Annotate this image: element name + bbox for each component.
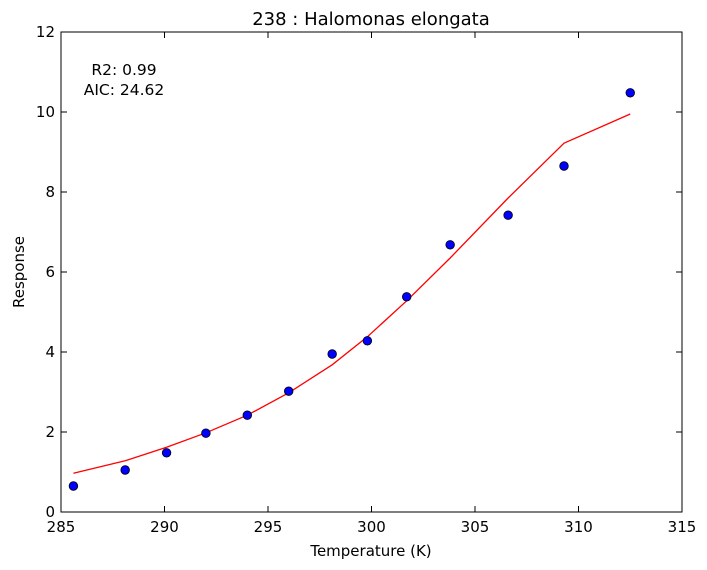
y-tick-label: 2 [45,423,55,441]
y-tick-label: 12 [36,23,55,41]
data-point [201,428,211,438]
data-point [559,161,569,171]
y-tick-label: 10 [36,103,55,121]
y-tick-label: 4 [45,343,55,361]
y-tick-label: 0 [45,503,55,521]
data-point [362,336,373,346]
data-point [625,88,635,98]
annotation-r2: R2: 0.99 [91,61,156,79]
point-layer [68,88,635,491]
x-tick-label: 310 [564,518,593,536]
x-tick-label: 295 [254,518,283,536]
data-point [242,410,253,420]
tick-layer: 285 290 295 300 305 310 315 0 2 4 6 8 10 12 [36,23,696,536]
y-axis-title: Response [10,236,28,308]
fit-line [73,113,631,474]
data-point [68,481,79,491]
x-tick-label: 305 [461,518,490,536]
data-point [327,349,337,359]
annotation-aic: AIC: 24.62 [84,81,165,99]
x-tick-label: 285 [47,518,76,536]
x-tick-label: 300 [357,518,386,536]
data-point [161,448,172,458]
chart-title: 238 : Halomonas elongata [252,9,490,30]
data-point [445,240,455,250]
data-point [120,465,130,475]
data-point [284,386,294,396]
y-tick-label: 8 [45,183,55,201]
x-axis-title: Temperature (K) [309,542,431,560]
plot-frame [60,31,683,513]
x-tick-label: 290 [150,518,179,536]
data-point [503,210,513,220]
data-point [401,292,412,302]
x-tick-label: 315 [668,518,697,536]
y-tick-label: 6 [45,263,55,281]
fit-layer [73,113,631,474]
